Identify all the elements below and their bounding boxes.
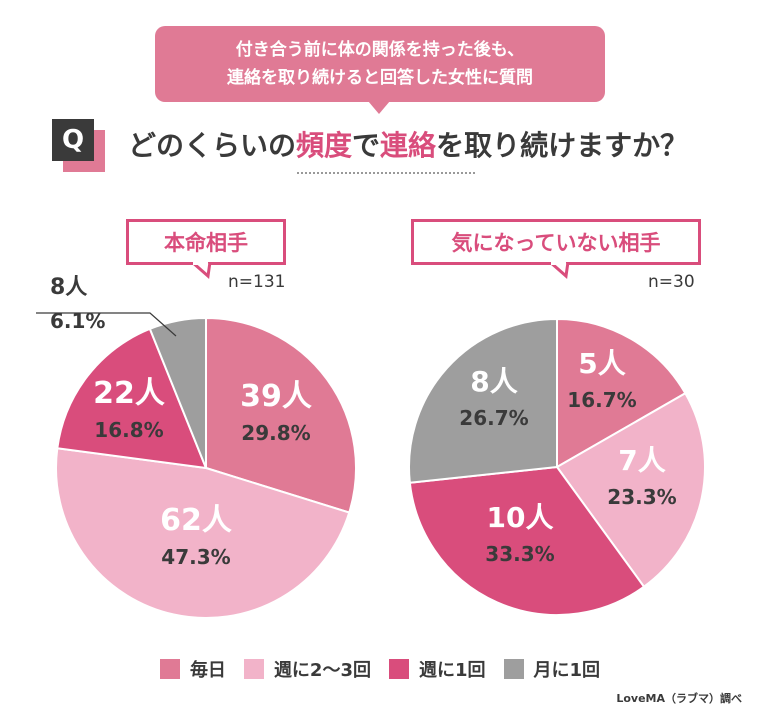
intro-line-2: 連絡を取り続けると回答した女性に質問 bbox=[227, 68, 533, 88]
question-part-5: を取り続けますか？ bbox=[436, 129, 689, 162]
pie-1-slice-monthly-1 bbox=[148, 316, 207, 469]
pie-1-percent-label-daily: 29.8% bbox=[241, 421, 310, 445]
question-highlight-frequency: 頻度 bbox=[296, 129, 353, 162]
pie-2-count-label-daily: 5人 bbox=[578, 347, 625, 380]
legend-item-daily: 毎日 bbox=[159, 656, 226, 682]
legend-label-daily: 毎日 bbox=[189, 660, 226, 681]
intro-line-1: 付き合う前に体の関係を持った後も、 bbox=[235, 40, 525, 60]
pie-1-slice-weekly-1 bbox=[56, 327, 208, 470]
pie-2-count-label-monthly-1: 8人 bbox=[470, 365, 517, 398]
pie-chart-2: 5人 16.7% 7人 23.3% 10人 33.3% 8人 26.7% bbox=[408, 317, 706, 616]
legend-swatch-weekly-1 bbox=[389, 659, 409, 679]
pie-2-slice-monthly-1 bbox=[408, 317, 558, 484]
pie-1-count-label-weekly-1: 22人 bbox=[93, 376, 165, 411]
legend-label-weekly-1: 週に1回 bbox=[419, 660, 486, 681]
pie-1-percent-label-weekly-1: 16.8% bbox=[94, 418, 163, 442]
legend: 毎日 週に2〜3回 週に1回 月に1回 bbox=[0, 656, 760, 682]
pie-2-percent-label-weekly-2-3: 23.3% bbox=[607, 485, 676, 509]
pie-2-percent-label-monthly-1: 26.7% bbox=[459, 406, 528, 430]
pie-1-slice-daily bbox=[205, 316, 357, 514]
pie-1-count-label-weekly-2-3: 62人 bbox=[160, 503, 232, 538]
question-title: どのくらいの頻度で連絡を取り続けますか？ bbox=[128, 124, 688, 164]
pie-2-count-label-weekly-1: 10人 bbox=[487, 501, 554, 534]
pie-2-percent-label-weekly-1: 33.3% bbox=[485, 542, 554, 566]
chart-2-title-tail bbox=[548, 262, 570, 279]
chart-1-callout-line bbox=[36, 312, 177, 337]
legend-swatch-daily bbox=[159, 659, 180, 679]
pie-2-count-label-weekly-2-3: 7人 bbox=[618, 444, 665, 477]
legend-swatch-weekly-2-3 bbox=[243, 659, 264, 679]
question-highlight-contact: 連絡 bbox=[380, 129, 437, 162]
question-part-1: どのくらいの bbox=[128, 129, 297, 162]
legend-label-monthly-1: 月に1回 bbox=[533, 660, 601, 681]
question-underline bbox=[297, 172, 475, 174]
legend-item-monthly-1: 月に1回 bbox=[503, 656, 601, 682]
question-part-3: で bbox=[352, 129, 381, 162]
legend-swatch-monthly-1 bbox=[503, 659, 524, 679]
chart-2-n: n=30 bbox=[648, 272, 695, 292]
q-badge: Q bbox=[52, 119, 94, 161]
source-credit: LoveMA（ラブマ）調べ bbox=[616, 692, 742, 705]
pie-1-count-label-daily: 39人 bbox=[240, 379, 312, 414]
chart-1-n: n=131 bbox=[228, 272, 286, 292]
chart-1-title-tail bbox=[190, 262, 212, 279]
intro-bubble: 付き合う前に体の関係を持った後も、 連絡を取り続けると回答した女性に質問 bbox=[155, 26, 605, 102]
legend-item-weekly-2-3: 週に2〜3回 bbox=[243, 656, 371, 682]
pie-1-count-label-monthly-1: 8人 bbox=[50, 275, 87, 300]
pie-1-slice-weekly-2-3 bbox=[55, 447, 351, 619]
pie-1-percent-label-weekly-2-3: 47.3% bbox=[161, 545, 230, 569]
legend-item-weekly-1: 週に1回 bbox=[389, 656, 486, 682]
pie-2-percent-label-daily: 16.7% bbox=[567, 388, 636, 412]
intro-bubble-tail bbox=[368, 101, 390, 114]
chart-1-title: 本命相手 bbox=[164, 231, 248, 255]
chart-2-title: 気になっていない相手 bbox=[451, 231, 661, 255]
pie-2-slice-weekly-2-3 bbox=[555, 391, 706, 589]
legend-label-weekly-2-3: 週に2〜3回 bbox=[273, 660, 371, 681]
pie-2-slice-weekly-1 bbox=[408, 465, 646, 616]
pie-2-slice-daily bbox=[556, 317, 687, 469]
chart-2-title-box: 気になっていない相手 bbox=[411, 219, 701, 265]
